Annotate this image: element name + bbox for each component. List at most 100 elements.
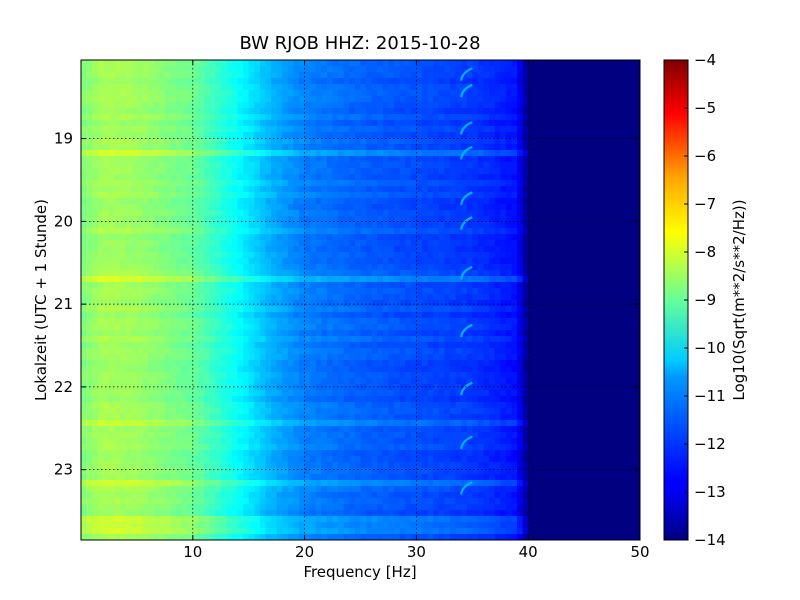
heatmap-cell: [114, 78, 121, 85]
heatmap-cell: [449, 138, 457, 145]
heatmap-cell: [259, 216, 267, 223]
heatmap-cell: [489, 282, 496, 289]
heatmap-cell: [449, 330, 457, 337]
heatmap-cell: [483, 144, 490, 151]
heatmap-cell: [170, 102, 177, 109]
heatmap-cell: [136, 348, 144, 355]
heatmap-cell: [220, 306, 227, 313]
heatmap-cell: [326, 186, 334, 193]
heatmap-cell: [254, 234, 261, 241]
heatmap-cell: [215, 270, 222, 277]
heatmap-cell: [148, 276, 155, 283]
heatmap-cell: [338, 120, 345, 127]
heatmap-cell: [567, 168, 574, 175]
heatmap-cell: [366, 300, 373, 307]
heatmap-cell: [338, 108, 345, 115]
heatmap-cell: [338, 276, 345, 283]
heatmap-cell: [226, 336, 233, 343]
heatmap-cell: [354, 222, 362, 229]
heatmap-cell: [97, 264, 104, 271]
heatmap-cell: [248, 240, 255, 247]
heatmap-cell: [528, 180, 535, 187]
heatmap-cell: [243, 312, 250, 319]
heatmap-cell: [421, 60, 429, 67]
heatmap-cell: [304, 84, 311, 91]
heatmap-cell: [120, 198, 127, 205]
heatmap-cell: [192, 180, 199, 187]
heatmap-cell: [142, 216, 149, 223]
heatmap-cell: [505, 162, 513, 169]
heatmap-cell: [315, 276, 322, 283]
heatmap-cell: [572, 282, 580, 289]
heatmap-cell: [550, 108, 557, 115]
heatmap-cell: [567, 156, 574, 163]
heatmap-cell: [455, 216, 462, 223]
heatmap-cell: [304, 282, 311, 289]
heatmap-cell: [203, 96, 211, 103]
heatmap-cell: [366, 180, 373, 187]
heatmap-cell: [326, 108, 334, 115]
heatmap-cell: [539, 252, 546, 259]
heatmap-cell: [371, 72, 378, 79]
heatmap-cell: [399, 330, 406, 337]
heatmap-cell: [399, 306, 406, 313]
heatmap-cell: [164, 348, 172, 355]
heatmap-cell: [237, 108, 244, 115]
heatmap-cell: [360, 84, 367, 91]
heatmap-cell: [136, 60, 144, 67]
heatmap-cell: [595, 174, 602, 181]
heatmap-cell: [97, 102, 104, 109]
heatmap-cell: [176, 90, 183, 97]
heatmap-cell: [388, 126, 395, 133]
heatmap-cell: [354, 150, 362, 157]
heatmap-cell: [176, 72, 183, 79]
heatmap-cell: [299, 132, 306, 139]
heatmap-cell: [455, 330, 462, 337]
heatmap-cell: [461, 294, 468, 301]
heatmap-cell: [259, 60, 267, 67]
heatmap-cell: [248, 270, 255, 277]
heatmap-cell: [343, 318, 350, 325]
heatmap-cell: [544, 342, 552, 349]
heatmap-cell: [293, 300, 300, 307]
heatmap-cell: [394, 66, 401, 73]
heatmap-cell: [567, 180, 574, 187]
heatmap-cell: [226, 108, 233, 115]
heatmap-cell: [461, 324, 468, 331]
heatmap-cell: [623, 264, 630, 271]
heatmap-cell: [410, 114, 417, 121]
heatmap-cell: [500, 264, 507, 271]
heatmap-cell: [299, 222, 306, 229]
heatmap-cell: [589, 126, 596, 133]
heatmap-cell: [455, 276, 462, 283]
heatmap-cell: [405, 282, 412, 289]
heatmap-cell: [304, 192, 311, 199]
heatmap-cell: [472, 192, 479, 199]
heatmap-cell: [489, 156, 496, 163]
heatmap-cell: [438, 348, 445, 355]
heatmap-cell: [120, 228, 127, 235]
heatmap-cell: [544, 198, 552, 205]
heatmap-cell: [282, 162, 289, 169]
heatmap-cell: [589, 276, 596, 283]
heatmap-cell: [326, 210, 334, 217]
heatmap-cell: [449, 246, 457, 253]
heatmap-cell: [600, 114, 608, 121]
heatmap-cell: [517, 168, 524, 175]
heatmap-cell: [254, 138, 261, 145]
heatmap-cell: [131, 354, 138, 361]
heatmap-cell: [153, 240, 160, 247]
heatmap-cell: [405, 120, 412, 127]
heatmap-cell: [120, 234, 127, 241]
heatmap-cell: [421, 180, 429, 187]
heatmap-cell: [612, 270, 619, 277]
heatmap-cell: [237, 120, 244, 127]
heatmap-cell: [120, 270, 127, 277]
heatmap-cell: [142, 114, 149, 121]
heatmap-cell: [136, 180, 144, 187]
heatmap-cell: [215, 66, 222, 73]
heatmap-cell: [556, 294, 563, 301]
heatmap-cell: [477, 306, 485, 313]
heatmap-cell: [623, 300, 630, 307]
heatmap-cell: [226, 258, 233, 265]
